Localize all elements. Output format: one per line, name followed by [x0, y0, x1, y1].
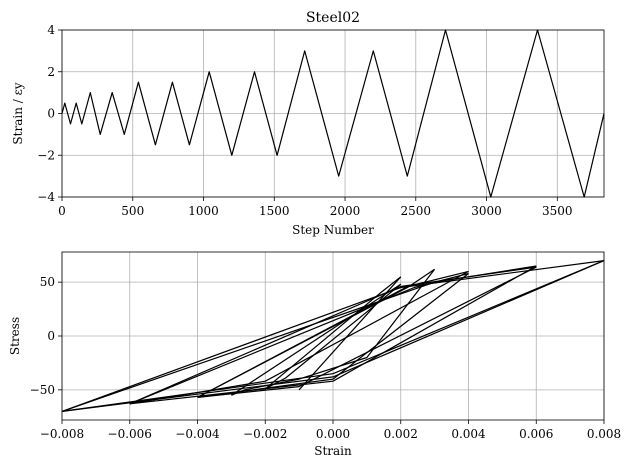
series-line: [129, 272, 469, 405]
x-tick-label: −0.006: [108, 427, 152, 441]
x-axis-label: Strain: [314, 444, 352, 458]
x-tick-label: 3000: [471, 204, 502, 218]
x-tick-label: 500: [121, 204, 144, 218]
y-tick-label: −4: [37, 190, 55, 204]
series-line: [61, 260, 605, 412]
chart-title: Steel02: [306, 10, 360, 26]
x-tick-label: −0.008: [40, 427, 84, 441]
x-tick-label: 1000: [188, 204, 219, 218]
series-line: [61, 260, 605, 412]
y-tick-label: 50: [40, 275, 55, 289]
y-tick-label: −2: [37, 148, 55, 162]
x-tick-label: 0: [58, 204, 66, 218]
y-axis-label: Stress: [8, 317, 22, 355]
y-tick-label: 4: [47, 23, 55, 37]
y-tick-label: 0: [47, 107, 55, 121]
x-tick-label: 0.008: [587, 427, 621, 441]
x-tick-label: 0.000: [316, 427, 350, 441]
x-tick-label: −0.002: [243, 427, 287, 441]
x-tick-label: −0.004: [175, 427, 220, 441]
series-line: [61, 29, 605, 198]
x-tick-label: 1500: [259, 204, 290, 218]
y-tick-label: 2: [47, 65, 55, 79]
series-line: [129, 265, 537, 405]
strain-history-plot: 0 500 1000 1500 2000 2500 3000 3500 −4 −2 0 2 4 Steel…: [11, 10, 605, 237]
series-line: [61, 265, 537, 412]
x-tick-label: 2500: [401, 204, 432, 218]
series-line: [231, 283, 402, 396]
x-axis-label: Step Number: [292, 223, 374, 237]
y-tick-label: −50: [30, 383, 55, 397]
x-tick-label: 2000: [330, 204, 361, 218]
y-axis-label: Strain / εy: [11, 82, 25, 144]
x-tick-label: 0.006: [519, 427, 553, 441]
hysteresis-plot: −0.008 −0.006 −0.004 −0.002 0.000 0.002 0.004 0…: [8, 251, 621, 458]
series-line: [264, 276, 402, 390]
y-tick-label: 0: [47, 329, 55, 343]
x-tick-label: 0.004: [451, 427, 486, 441]
series-line: [61, 260, 605, 412]
x-tick-label: 3500: [542, 204, 573, 218]
x-tick-label: 0.002: [384, 427, 418, 441]
series-line: [197, 266, 537, 398]
